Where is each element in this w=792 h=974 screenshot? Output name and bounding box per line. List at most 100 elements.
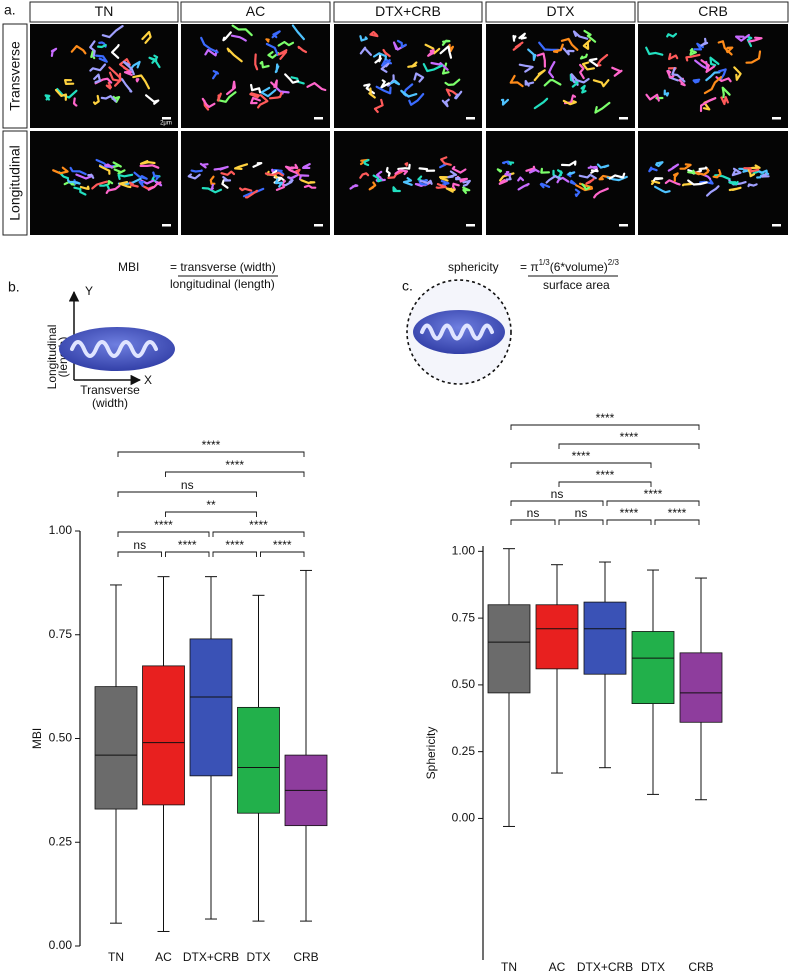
formula-term: MBI [118, 260, 139, 274]
significance-label: **** [668, 506, 687, 520]
y-axis-label: Sphericity [424, 727, 438, 780]
mito-trace [452, 182, 460, 191]
mito-trace [745, 50, 762, 64]
mito-trace [455, 176, 461, 181]
mito-trace [190, 169, 203, 173]
mito-trace [562, 99, 577, 106]
mito-trace [539, 182, 551, 189]
mito-trace [290, 76, 305, 85]
mito-trace [580, 84, 587, 94]
scale-bar [314, 117, 323, 120]
mito-trace [667, 163, 680, 172]
significance-label: **** [249, 518, 268, 532]
mito-trace [756, 169, 768, 174]
y-tick-label: 0.75 [452, 610, 476, 624]
mito-trace [528, 168, 540, 174]
box [94, 686, 138, 810]
mito-trace [95, 54, 108, 63]
mito-trace [209, 175, 216, 185]
mito-trace [648, 166, 658, 173]
mito-trace [265, 38, 270, 43]
significance-label: **** [154, 518, 173, 532]
mito-trace [578, 173, 597, 180]
mito-trace [217, 92, 222, 102]
significance-label: **** [273, 538, 292, 552]
image-grid: TN 2μm AC DTX+CRB DTX CRB Transverse Longitudin… [2, 1, 789, 236]
mito-trace [743, 167, 760, 173]
significance-bracket [510, 462, 652, 468]
mito-trace [147, 181, 162, 191]
mito-trace [300, 179, 316, 184]
mito-trace [108, 71, 122, 82]
mito-trace [75, 173, 94, 180]
mito-trace [231, 24, 253, 37]
mito-trace [381, 58, 392, 67]
mito-trace [52, 166, 69, 175]
significance-bracket [558, 481, 652, 487]
mito-trace [359, 172, 370, 179]
mito-trace [89, 40, 96, 58]
y-tick-label: 1.00 [452, 544, 476, 558]
axis-caption: Longitudinal [45, 325, 59, 390]
mito-trace [259, 60, 270, 69]
x-tick-label: DTX [641, 960, 665, 974]
significance-label: ns [133, 538, 146, 552]
significance-label: ns [181, 478, 194, 492]
mito-trace [91, 180, 109, 190]
mito-trace [441, 62, 450, 75]
arrow-label: Y [85, 284, 93, 298]
column-header: DTX+CRB [375, 3, 441, 19]
mito-trace [396, 39, 407, 49]
micrograph [30, 24, 178, 128]
mito-trace [728, 180, 739, 186]
mito-trace [368, 181, 377, 191]
x-tick-label: AC [155, 950, 172, 964]
formula-superscript: 2/3 [608, 258, 620, 267]
mito-trace [107, 180, 114, 186]
significance-bracket [606, 519, 652, 525]
mito-trace [590, 168, 599, 174]
mito-trace [139, 160, 156, 165]
mito-trace [297, 45, 308, 54]
significance-label: ns [527, 506, 540, 520]
mito-trace [298, 174, 310, 181]
micrograph [486, 131, 635, 235]
mito-trace [111, 44, 120, 59]
mito-trace [400, 89, 418, 98]
x-tick-label: CRB [293, 950, 318, 964]
formula-part: = π [520, 260, 539, 274]
mitochondrion-icon [59, 327, 175, 371]
significance-label: **** [202, 438, 221, 452]
mito-trace [271, 30, 281, 39]
mito-trace [548, 61, 556, 79]
mito-trace [220, 170, 236, 176]
mito-trace [652, 177, 664, 182]
formula-numerator: = transverse (width) [170, 260, 276, 274]
mito-trace [507, 160, 515, 166]
mito-trace [250, 96, 261, 105]
mito-trace [110, 161, 122, 169]
mito-trace [447, 170, 458, 179]
mito-trace [650, 180, 661, 186]
mito-trace [252, 162, 263, 168]
mito-trace [746, 35, 753, 48]
mito-trace [222, 31, 232, 42]
mito-trace [579, 53, 588, 60]
mito-trace [291, 24, 305, 41]
mito-trace [234, 163, 249, 170]
mito-trace [73, 186, 87, 196]
mito-trace [509, 74, 524, 88]
axis-caption: (width) [92, 396, 128, 410]
mito-trace [512, 41, 524, 51]
x-tick-label: DTX+CRB [183, 950, 239, 964]
mito-trace [302, 163, 311, 169]
mito-trace [260, 86, 277, 98]
significance-bracket [260, 551, 305, 557]
mito-trace [655, 161, 664, 168]
mito-trace [666, 32, 678, 38]
box-chart: Sphericity 0.00 0.25 0.50 0.75 1.00 TN AC DTX+CR… [424, 411, 723, 974]
significance-label: **** [596, 468, 615, 482]
mito-trace [239, 187, 253, 192]
x-tick-label: CRB [688, 960, 713, 974]
mito-trace [687, 179, 708, 186]
